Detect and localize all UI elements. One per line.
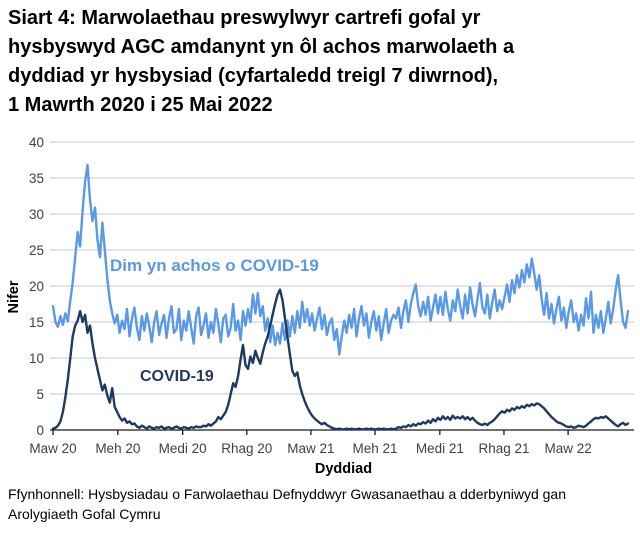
y-axis-tick-label: 20	[29, 279, 44, 294]
y-axis-tick-label: 5	[36, 387, 44, 402]
x-axis-tick-label: Meh 21	[353, 441, 398, 456]
x-axis-tick-label: Rhag 20	[221, 441, 272, 456]
x-axis-tick-label: Maw 21	[287, 441, 334, 456]
x-axis-tick-label: Maw 22	[544, 441, 591, 456]
y-axis-tick-label: 30	[29, 207, 44, 222]
x-axis-tick-label: Rhag 21	[478, 441, 529, 456]
x-axis-tick-label: Medi 21	[416, 441, 464, 456]
y-axis-tick-label: 25	[29, 243, 44, 258]
x-axis-tick-label: Maw 20	[29, 441, 76, 456]
y-axis-tick-label: 40	[29, 135, 44, 150]
page-title: Siart 4: Marwolaethau preswylwyr cartref…	[8, 7, 515, 116]
y-axis-tick-label: 10	[29, 351, 44, 366]
y-axis-tick-label: 15	[29, 315, 44, 330]
series-label-covid: COVID-19	[140, 368, 214, 385]
series-label-non-covid: Dim yn achos o COVID-19	[110, 256, 319, 275]
x-axis-title: Dyddiad	[314, 461, 373, 477]
x-axis-tick-label: Medi 20	[159, 441, 207, 456]
y-axis-tick-label: 35	[29, 171, 44, 186]
x-axis-tick-label: Meh 20	[95, 441, 140, 456]
y-axis-title: Nifer	[6, 280, 22, 314]
y-axis-tick-label: 0	[36, 423, 44, 438]
series-line-non-covid	[51, 163, 630, 356]
series-line-covid	[51, 288, 630, 431]
source-note: Ffynhonnell: Hysbysiadau o Farwolaethau …	[8, 486, 566, 522]
